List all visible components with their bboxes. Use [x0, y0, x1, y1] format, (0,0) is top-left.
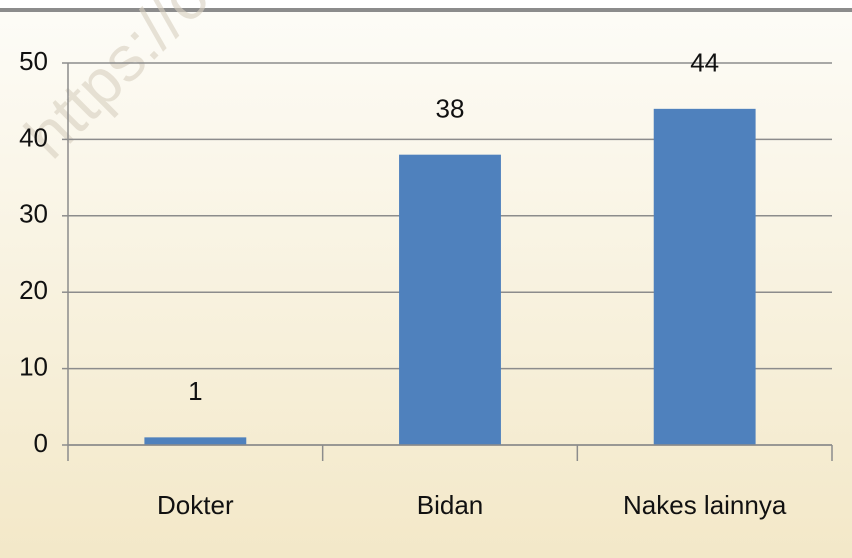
x-tick-label: Bidan [417, 490, 484, 520]
bar [399, 154, 501, 445]
y-tick-label: 0 [34, 428, 48, 458]
data-label: 38 [436, 94, 465, 124]
y-tick-label: 20 [19, 275, 48, 305]
y-tick-label: 30 [19, 199, 48, 229]
x-tick-label: Nakes lainnya [623, 490, 787, 520]
y-tick-label: 40 [19, 122, 48, 152]
top-border [0, 8, 852, 12]
data-label: 44 [690, 48, 719, 78]
y-tick-label: 10 [19, 351, 48, 381]
plot-area: 0 10 20 30 40 50 1 Dokter 38 Bidan 44 Nakes lainnya [19, 46, 833, 520]
data-label: 1 [188, 376, 202, 406]
y-tick-label: 50 [19, 46, 48, 76]
bar [144, 437, 247, 445]
x-tick-label: Dokter [157, 490, 234, 520]
bar [653, 108, 756, 445]
